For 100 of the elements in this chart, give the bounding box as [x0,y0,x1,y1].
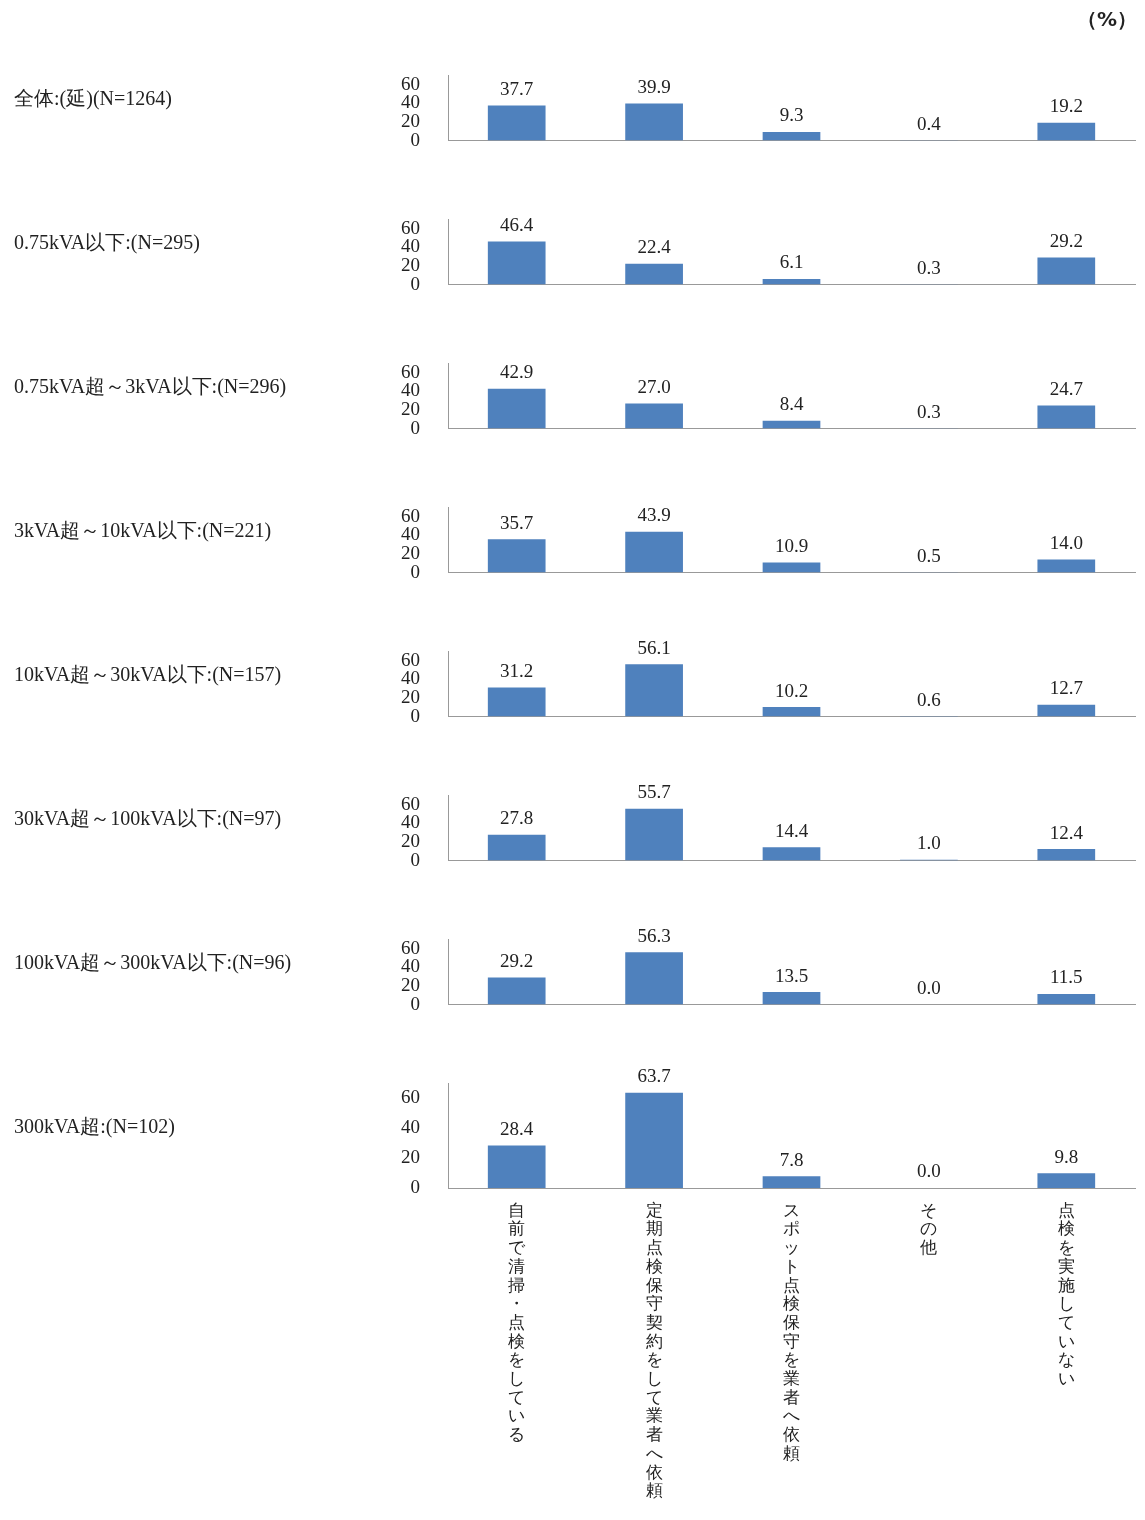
y-tick-label: 0 [410,560,420,582]
bar [1037,993,1096,1005]
bar [487,105,546,141]
bar [625,531,683,573]
bar [1037,257,1096,285]
data-label: 24.7 [1049,378,1083,400]
bar [487,1145,546,1188]
data-label: 0.5 [917,544,941,566]
data-label: 56.1 [637,636,671,658]
data-label: 31.2 [500,660,534,682]
bar [1037,1173,1096,1188]
bar [625,263,683,285]
y-axis-title: 100kVA超～300kVA以下:(N=96) [14,951,292,975]
x-tick-label: その他 [920,1199,938,1258]
bar [762,562,821,573]
data-label: 0.3 [917,256,941,278]
text: （%） [1076,6,1137,33]
y-tick-label: 60 [401,648,420,670]
bar [1037,704,1096,717]
y-axis-title: 30kVA超～100kVA以下:(N=97) [14,807,282,831]
y-tick-label: 60 [401,216,420,238]
data-label: 22.4 [637,236,672,258]
bar [487,977,546,1005]
data-label: 27.8 [500,807,534,829]
data-label: 6.1 [779,251,804,273]
data-label: 29.2 [500,949,534,971]
data-label: 10.9 [774,534,809,556]
data-label: 7.8 [779,1148,804,1170]
data-label: 9.3 [779,104,804,126]
y-tick-label: 0 [410,1175,420,1197]
data-label: 0.0 [917,977,941,999]
y-axis-title: 10kVA超～30kVA以下:(N=157) [14,663,282,687]
data-label: 13.5 [774,964,809,986]
y-tick-label: 0 [410,128,420,150]
y-tick-label: 0 [410,704,420,726]
data-label: 11.5 [1050,966,1083,988]
data-label: 39.9 [637,75,671,97]
category-label: 定期点検保守契約をして業者へ依頼 [645,1199,663,1501]
data-label: 14.0 [1049,532,1083,554]
data-label: 43.9 [637,504,671,526]
y-tick-label: 0 [410,272,420,294]
y-axis-title: 300kVA超:(N=102) [14,1114,175,1138]
y-tick-label: 60 [401,360,420,382]
data-label: 46.4 [500,213,534,235]
category-label: 点検を実施していない [1057,1199,1075,1389]
y-tick-label: 60 [401,936,420,958]
bar [487,834,546,861]
data-label: 63.7 [637,1065,671,1087]
data-label: 9.8 [1054,1145,1079,1167]
bar [1037,122,1096,141]
bar [1037,849,1096,861]
bar [487,539,546,573]
y-tick-label: 0 [410,416,420,438]
bar [762,131,821,141]
y-axis-title: 0.75kVA超～3kVA以下:(N=296) [14,375,287,399]
category-label: 自前で清掃・点検をしている [508,1199,526,1445]
data-label: 29.2 [1049,229,1083,251]
bar [487,687,546,717]
y-tick-label: 60 [401,1086,420,1108]
bar [625,664,683,717]
data-label: 12.7 [1049,677,1083,699]
y-tick-label: 20 [401,1146,420,1168]
bar [762,707,821,717]
y-tick-label: 40 [401,1116,420,1138]
data-label: 10.2 [774,679,809,701]
data-label: 0.0 [917,1160,941,1182]
data-label: 0.4 [917,112,942,134]
bar [762,847,821,861]
bar [762,1176,821,1188]
data-label: 19.2 [1049,95,1083,117]
bar [625,403,683,429]
bar [625,952,683,1005]
data-label: 12.4 [1049,821,1084,843]
bar [487,388,546,429]
bar [762,992,821,1005]
y-axis-title: 0.75kVA以下:(N=295) [14,231,200,255]
bar [625,1092,683,1188]
data-label: 42.9 [500,361,534,383]
data-label: 56.3 [637,924,671,946]
data-label: 37.7 [500,77,534,99]
data-label: 1.0 [917,832,941,854]
y-tick-label: 0 [410,992,420,1014]
data-label: 0.3 [917,400,941,422]
data-label: 55.7 [637,781,671,803]
bar [625,808,683,861]
y-tick-label: 60 [401,504,420,526]
data-label: 27.0 [637,375,671,397]
category-label: スポット点検保守を業者へ依頼 [783,1199,800,1463]
data-label: 0.6 [917,688,941,710]
data-label: 35.7 [500,511,534,533]
bar [625,103,683,141]
y-tick-label: 0 [410,848,420,870]
bar [1037,559,1096,573]
bar [1037,405,1096,429]
y-axis-title: 全体:(延)(N=1264) [14,87,172,111]
bar [487,241,546,285]
data-label: 14.4 [774,819,809,841]
data-label: 8.4 [779,393,804,415]
y-axis-title: 3kVA超～10kVA以下:(N=221) [14,519,272,543]
y-tick-label: 60 [401,72,420,94]
